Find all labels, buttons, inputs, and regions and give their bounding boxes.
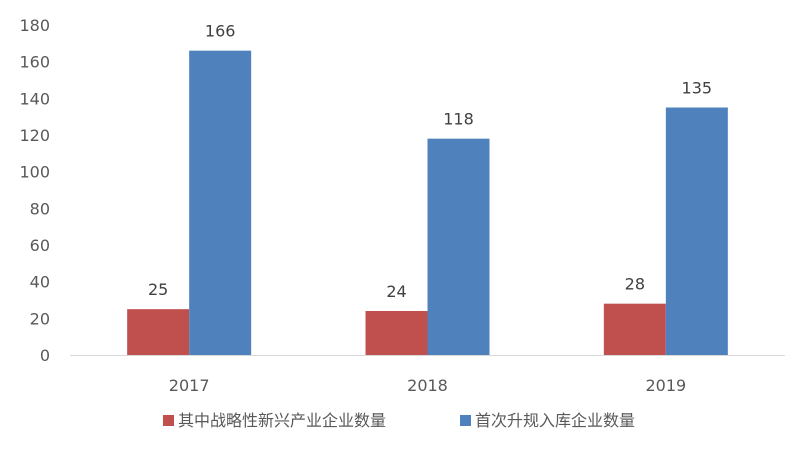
x-tick-label: 2019	[645, 376, 686, 395]
y-tick-label: 160	[19, 53, 50, 72]
data-label: 118	[443, 110, 474, 129]
y-tick-label: 120	[19, 126, 50, 145]
y-tick-label: 140	[19, 89, 50, 108]
bar-first-entry-2018	[427, 138, 490, 355]
bar-strategic-2018	[365, 311, 428, 355]
y-tick-label: 100	[19, 163, 50, 182]
legend-label: 首次升规入库企业数量	[475, 411, 635, 430]
y-axis: 0 20 40 60 80 100 120 140 160 180	[19, 16, 50, 365]
y-tick-label: 20	[30, 309, 50, 328]
bar-first-entry-2019	[665, 107, 728, 355]
legend: 其中战略性新兴产业企业数量 首次升规入库企业数量	[163, 411, 635, 430]
x-tick-label: 2018	[407, 376, 448, 395]
bar-strategic-2019	[603, 303, 666, 355]
legend-label: 其中战略性新兴产业企业数量	[178, 411, 386, 430]
legend-swatch	[163, 415, 174, 426]
y-tick-label: 40	[30, 273, 50, 292]
x-axis: 2017 2018 2019	[169, 376, 686, 395]
x-tick-label: 2017	[169, 376, 210, 395]
data-label: 166	[205, 22, 236, 41]
bars-group: 25 166 24 118 28 135	[127, 22, 728, 356]
data-label: 24	[386, 282, 406, 301]
bar-first-entry-2017	[189, 50, 252, 356]
y-tick-label: 80	[30, 199, 50, 218]
bar-strategic-2017	[127, 309, 190, 355]
y-tick-label: 60	[30, 236, 50, 255]
data-label: 135	[682, 79, 713, 98]
data-label: 25	[148, 280, 168, 299]
y-tick-label: 180	[19, 16, 50, 35]
data-label: 28	[625, 275, 645, 294]
y-tick-label: 0	[40, 346, 50, 365]
legend-swatch	[460, 415, 471, 426]
